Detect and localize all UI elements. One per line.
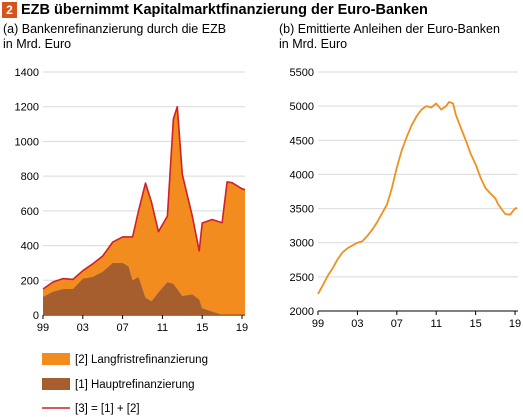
chart-a-y-tick-label: 200: [21, 275, 39, 287]
chart-b-x-tick-label: 15: [470, 318, 482, 330]
figure-title: EZB übernimmt Kapitalmarktfinanzierung d…: [21, 2, 428, 18]
chart-a-y-tick-label: 1400: [15, 67, 39, 79]
legend-swatch-main-refi: [42, 378, 70, 390]
legend-label-main-refi: [1] Hauptrefinanzierung: [75, 379, 195, 391]
chart-b-y-tick-label: 4000: [290, 169, 314, 181]
chart-b-x-tick-label: 19: [509, 318, 521, 330]
chart-a-y-tick-label: 0: [33, 310, 39, 322]
chart-a-y-tick-label: 800: [21, 171, 39, 183]
chart-a-y-tick-label: 1200: [15, 102, 39, 114]
series-long-term-area: [43, 106, 245, 315]
chart-b-y-tick-label: 4500: [290, 135, 314, 147]
chart-b-y-tick-label: 5000: [290, 101, 314, 113]
chart-b-x-tick-label: 99: [312, 318, 324, 330]
panel-a-caption: (a) Bankenrefinanzierung durch die EZB i…: [3, 22, 226, 52]
chart-a-x-tick-label: 07: [116, 322, 128, 334]
chart-a-x-tick-label: 03: [77, 322, 89, 334]
panel-a-subtitle: in Mrd. Euro: [3, 37, 72, 51]
panel-b-caption: (b) Emittierte Anleihen der Euro-Banken …: [279, 22, 500, 52]
series-main-refi-area: [43, 262, 245, 315]
chart-b-bank-bonds: 2000 2500 3000 3500 4000 4500 5000 5500 99 03 07 11…: [290, 67, 522, 330]
legend-label-total: [3] = [1] + [2]: [75, 403, 140, 415]
chart-a-x-tick-label: 15: [196, 322, 208, 334]
panel-b-subtitle: in Mrd. Euro: [279, 37, 348, 51]
chart-a-y-tick-label: 1000: [15, 136, 39, 148]
chart-a-y-tick-label: 600: [21, 206, 39, 218]
legend: [2] Langfristrefinanzierung [1] Hauptref…: [42, 353, 208, 415]
figure-number-badge: 2: [2, 2, 17, 18]
chart-a-x-tick-label: 99: [37, 322, 49, 334]
chart-a-x-tick-label: 19: [236, 322, 248, 334]
chart-a-y-tick-label: 400: [21, 241, 39, 253]
chart-b-y-tick-label: 3000: [290, 238, 314, 250]
series-bank-bonds-line: [317, 101, 518, 295]
legend-swatch-long-term: [42, 353, 70, 365]
chart-b-x-tick-label: 07: [391, 318, 403, 330]
chart-a-x-tick-label: 11: [157, 322, 168, 334]
chart-b-x-tick-label: 03: [351, 318, 363, 330]
panel-b-title: (b) Emittierte Anleihen der Euro-Banken: [279, 22, 500, 36]
chart-b-y-tick-label: 2000: [290, 306, 314, 318]
chart-b-y-tick-label: 5500: [290, 67, 314, 79]
chart-b-y-tick-label: 3500: [290, 204, 314, 216]
chart-b-y-tick-label: 2500: [290, 272, 314, 284]
chart-a-refinancing: 0 200 400 600 800 1000 1200 1400 99 03 07 11 15 19: [15, 67, 249, 334]
chart-b-x-tick-label: 11: [431, 318, 442, 330]
panel-a-title: (a) Bankenrefinanzierung durch die EZB: [3, 22, 227, 36]
legend-label-long-term: [2] Langfristrefinanzierung: [75, 354, 208, 366]
series-total-line: [42, 105, 246, 290]
